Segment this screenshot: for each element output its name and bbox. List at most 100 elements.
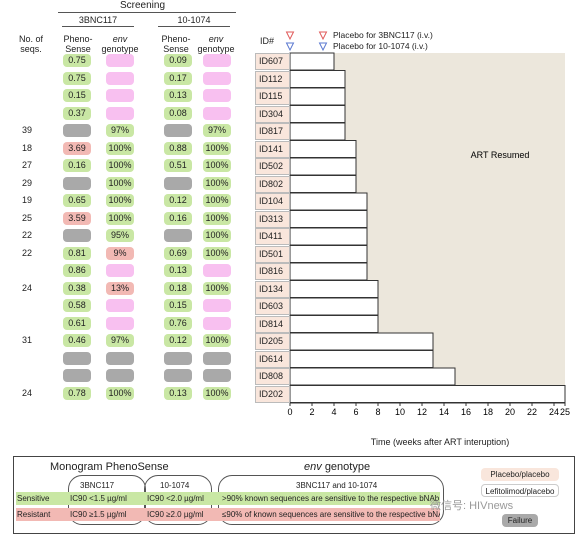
- x-tick-label: 6: [353, 407, 358, 417]
- env-3bnc117-cell: 100%: [106, 194, 134, 207]
- pheno-10-1074-cell: [164, 229, 192, 242]
- env-10-1074-cell: [203, 89, 231, 102]
- legend-sens-env: >90% known sequences are sensitive to th…: [222, 494, 440, 503]
- env-10-1074-cell: 100%: [203, 246, 231, 260]
- legend-pheno-title: Monogram PhenoSense: [50, 461, 169, 473]
- pheno-3bnc117-cell: [63, 176, 91, 190]
- group-10-1074-header: 10-1074: [177, 15, 211, 25]
- env-10-1074-cell: 100%: [203, 229, 231, 242]
- env-3bnc117-cell: [106, 54, 134, 67]
- env-3bnc117-cell: 100%: [106, 159, 134, 172]
- participant-id: ID603: [255, 298, 290, 315]
- bar-id603: [289, 297, 379, 316]
- a-env-header: env genotype: [101, 34, 139, 54]
- pheno-10-1074-cell: 0.16: [164, 211, 192, 225]
- pheno-10-1074-cell: [164, 351, 192, 365]
- participant-id: ID134: [255, 280, 290, 298]
- id-column-header: ID#: [260, 36, 275, 46]
- participant-id: ID205: [255, 333, 290, 350]
- env-3bnc117-cell: [106, 89, 134, 102]
- pheno-3bnc117-cell: [63, 369, 91, 382]
- env-3bnc117-cell: 100%: [106, 211, 134, 225]
- participant-id: ID104: [255, 193, 290, 210]
- env-3bnc117-cell: [106, 316, 134, 330]
- group-3bnc117-header: 3BNC117: [78, 15, 118, 25]
- marker-label-3bnc117: Placebo for 3BNC117 (i.v.): [333, 30, 433, 40]
- seq-count: 31: [22, 335, 33, 345]
- env-10-1074-cell: [203, 316, 231, 330]
- pheno-10-1074-cell: [164, 176, 192, 190]
- x-tick-label: 0: [287, 407, 292, 417]
- env-10-1074-cell: [203, 369, 231, 382]
- x-tick-label: 4: [331, 407, 336, 417]
- participant-id: ID802: [255, 175, 290, 193]
- dose-marker: [318, 42, 328, 52]
- bar-id814: [289, 315, 379, 333]
- participant-id: ID304: [255, 105, 290, 123]
- participant-id: ID816: [255, 263, 290, 280]
- legend-res-10-1074: IC90 ≥2.0 µg/ml: [147, 510, 204, 519]
- env-3bnc117-cell: 9%: [106, 246, 134, 260]
- env-10-1074-cell: 100%: [203, 281, 231, 295]
- seq-count: 22: [22, 230, 33, 240]
- pheno-3bnc117-cell: 0.46: [63, 334, 91, 347]
- x-tick-label: 25: [560, 407, 570, 417]
- x-tick-label: 24: [549, 407, 559, 417]
- pheno-3bnc117-cell: [63, 351, 91, 365]
- legend-box: Monogram PhenoSense env genotype 3BNC117…: [13, 456, 575, 534]
- x-axis-label: Time (weeks after ART interuption): [370, 437, 510, 447]
- legend-col-10-1074: 10-1074: [160, 481, 190, 490]
- pheno-3bnc117-cell: 3.59: [63, 211, 91, 225]
- participant-id: ID141: [255, 140, 290, 158]
- env-10-1074-cell: [203, 106, 231, 120]
- participant-id: ID115: [255, 88, 290, 105]
- x-tick-label: 18: [483, 407, 493, 417]
- env-10-1074-cell: 100%: [203, 141, 231, 155]
- x-tick-label: 20: [505, 407, 515, 417]
- legend-sensitive-label: Sensitive: [17, 494, 50, 503]
- env-3bnc117-cell: 100%: [106, 141, 134, 155]
- x-tick-label: 2: [309, 407, 314, 417]
- seq-count: 27: [22, 160, 33, 170]
- seq-count: 18: [22, 142, 33, 153]
- seq-count: 39: [22, 125, 33, 135]
- legend-res-env: ≤90% of known sequences are sensitive to…: [222, 510, 440, 519]
- bar-id141: [289, 140, 357, 158]
- pheno-10-1074-cell: 0.08: [164, 106, 192, 120]
- env-3bnc117-cell: [106, 369, 134, 382]
- legend-env-title: env genotype: [304, 461, 371, 473]
- pheno-3bnc117-cell: 0.58: [63, 299, 91, 312]
- env-10-1074-cell: 100%: [203, 159, 231, 172]
- pheno-3bnc117-cell: 0.38: [63, 281, 91, 295]
- bar-id607: [289, 52, 335, 71]
- bar-id202: [289, 385, 566, 403]
- pheno-3bnc117-cell: 0.78: [63, 386, 91, 400]
- pheno-10-1074-cell: [164, 124, 192, 137]
- seq-count: 22: [22, 247, 33, 258]
- pheno-3bnc117-cell: 0.75: [63, 71, 91, 85]
- pheno-10-1074-cell: 0.88: [164, 141, 192, 155]
- a-pheno-header: Pheno-Sense: [63, 34, 93, 54]
- env-3bnc117-cell: [106, 264, 134, 277]
- legend-sens-3bnc117: IC90 <1.5 µg/ml: [70, 494, 127, 503]
- pheno-10-1074-cell: 0.12: [164, 194, 192, 207]
- env-3bnc117-cell: 13%: [106, 281, 134, 295]
- pheno-3bnc117-cell: [63, 124, 91, 137]
- env-3bnc117-cell: [106, 71, 134, 85]
- participant-id: ID502: [255, 158, 290, 175]
- bar-id808: [289, 367, 456, 386]
- watermark-text: 微信号: HIVnews: [430, 500, 514, 512]
- pheno-3bnc117-cell: 0.16: [63, 159, 91, 172]
- participant-id: ID614: [255, 350, 290, 368]
- env-3bnc117-cell: 100%: [106, 386, 134, 400]
- bar-id816: [289, 262, 368, 281]
- pheno-10-1074-cell: 0.18: [164, 281, 192, 295]
- env-3bnc117-cell: [106, 351, 134, 365]
- env-10-1074-cell: 97%: [203, 124, 231, 137]
- seq-count: 24: [22, 282, 33, 293]
- env-10-1074-cell: [203, 351, 231, 365]
- bar-id614: [289, 350, 434, 368]
- env-3bnc117-cell: [106, 299, 134, 312]
- b-pheno-header: Pheno-Sense: [161, 34, 191, 54]
- pheno-10-1074-cell: 0.09: [164, 54, 192, 67]
